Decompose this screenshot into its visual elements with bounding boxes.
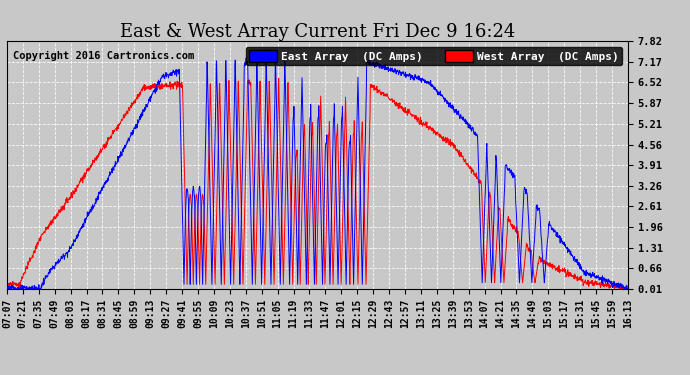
Text: Copyright 2016 Cartronics.com: Copyright 2016 Cartronics.com <box>13 51 195 61</box>
Title: East & West Array Current Fri Dec 9 16:24: East & West Array Current Fri Dec 9 16:2… <box>120 23 515 41</box>
Legend: East Array  (DC Amps), West Array  (DC Amps): East Array (DC Amps), West Array (DC Amp… <box>246 47 622 65</box>
